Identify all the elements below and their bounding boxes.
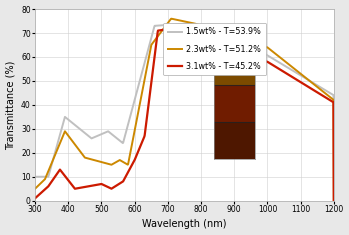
Y-axis label: Transmittance (%): Transmittance (%): [6, 60, 16, 149]
Legend: 1.5wt% - T=53.9%, 2.3wt% - T=51.2%, 3.1wt% - T=45.2%: 1.5wt% - T=53.9%, 2.3wt% - T=51.2%, 3.1w…: [163, 23, 266, 75]
X-axis label: Wavelength (nm): Wavelength (nm): [142, 219, 227, 229]
